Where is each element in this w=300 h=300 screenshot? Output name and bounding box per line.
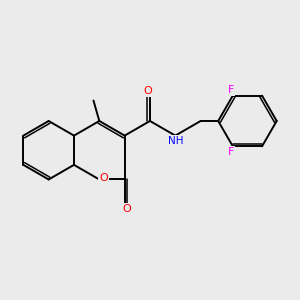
Text: F: F <box>228 85 234 95</box>
Text: O: O <box>144 86 152 96</box>
Text: NH: NH <box>168 136 184 146</box>
Text: O: O <box>99 173 108 183</box>
Text: F: F <box>228 147 234 157</box>
Text: O: O <box>122 204 131 214</box>
